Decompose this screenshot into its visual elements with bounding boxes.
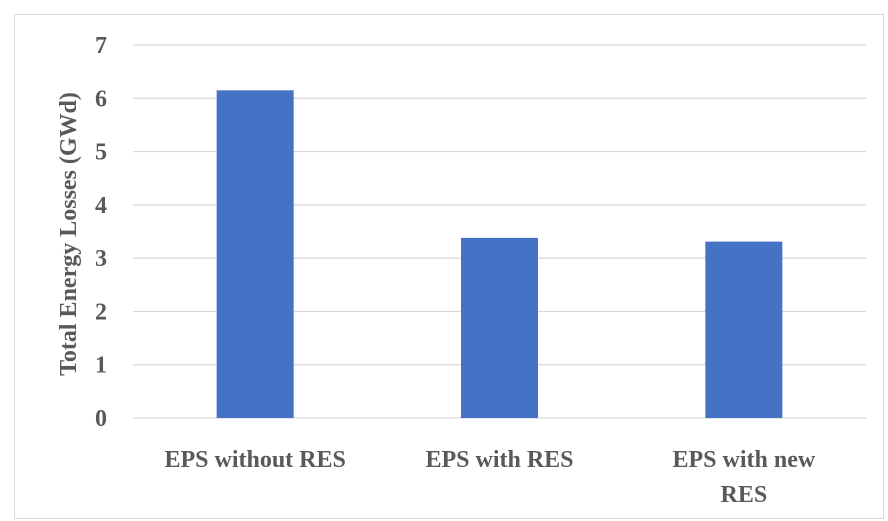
y-tick-label: 1 [95, 353, 107, 379]
y-tick-label: 2 [95, 299, 107, 325]
category-label: EPS with new RES [672, 447, 815, 508]
bar-1 [216, 90, 294, 419]
y-tick-labels: 0 1 2 3 4 5 6 7 [95, 33, 107, 432]
y-axis-title: Total Energy Losses (GWd) [56, 92, 82, 376]
y-tick-label: 3 [95, 246, 107, 272]
y-tick-label: 6 [95, 86, 107, 112]
y-tick-label: 4 [95, 193, 107, 219]
y-tick-label: 5 [95, 140, 107, 166]
bar-3 [705, 241, 783, 418]
y-tick-label: 7 [95, 33, 107, 59]
bars [216, 90, 783, 419]
category-label: EPS without RES [164, 447, 345, 473]
category-labels: EPS without RES EPS with RES EPS with new R… [164, 447, 815, 508]
bar-2 [461, 237, 538, 418]
category-label: EPS with RES [425, 447, 573, 473]
y-tick-label: 0 [95, 406, 107, 432]
